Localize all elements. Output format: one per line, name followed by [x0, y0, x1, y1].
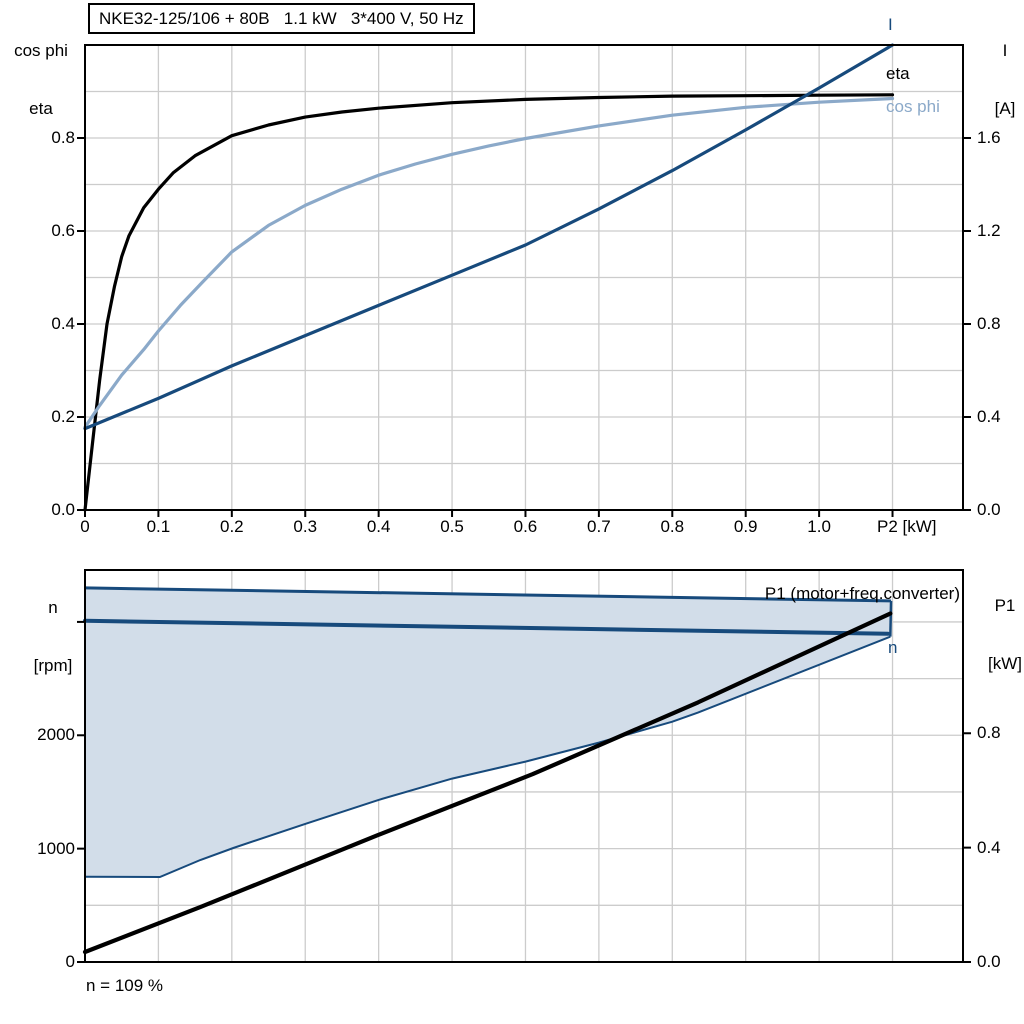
pump-performance-chart-page: NKE32-125/106 + 80B 1.1 kW 3*400 V, 50 H…	[14, 3, 1022, 995]
charts-svg	[77, 43, 971, 963]
charts-canvas	[77, 43, 971, 963]
